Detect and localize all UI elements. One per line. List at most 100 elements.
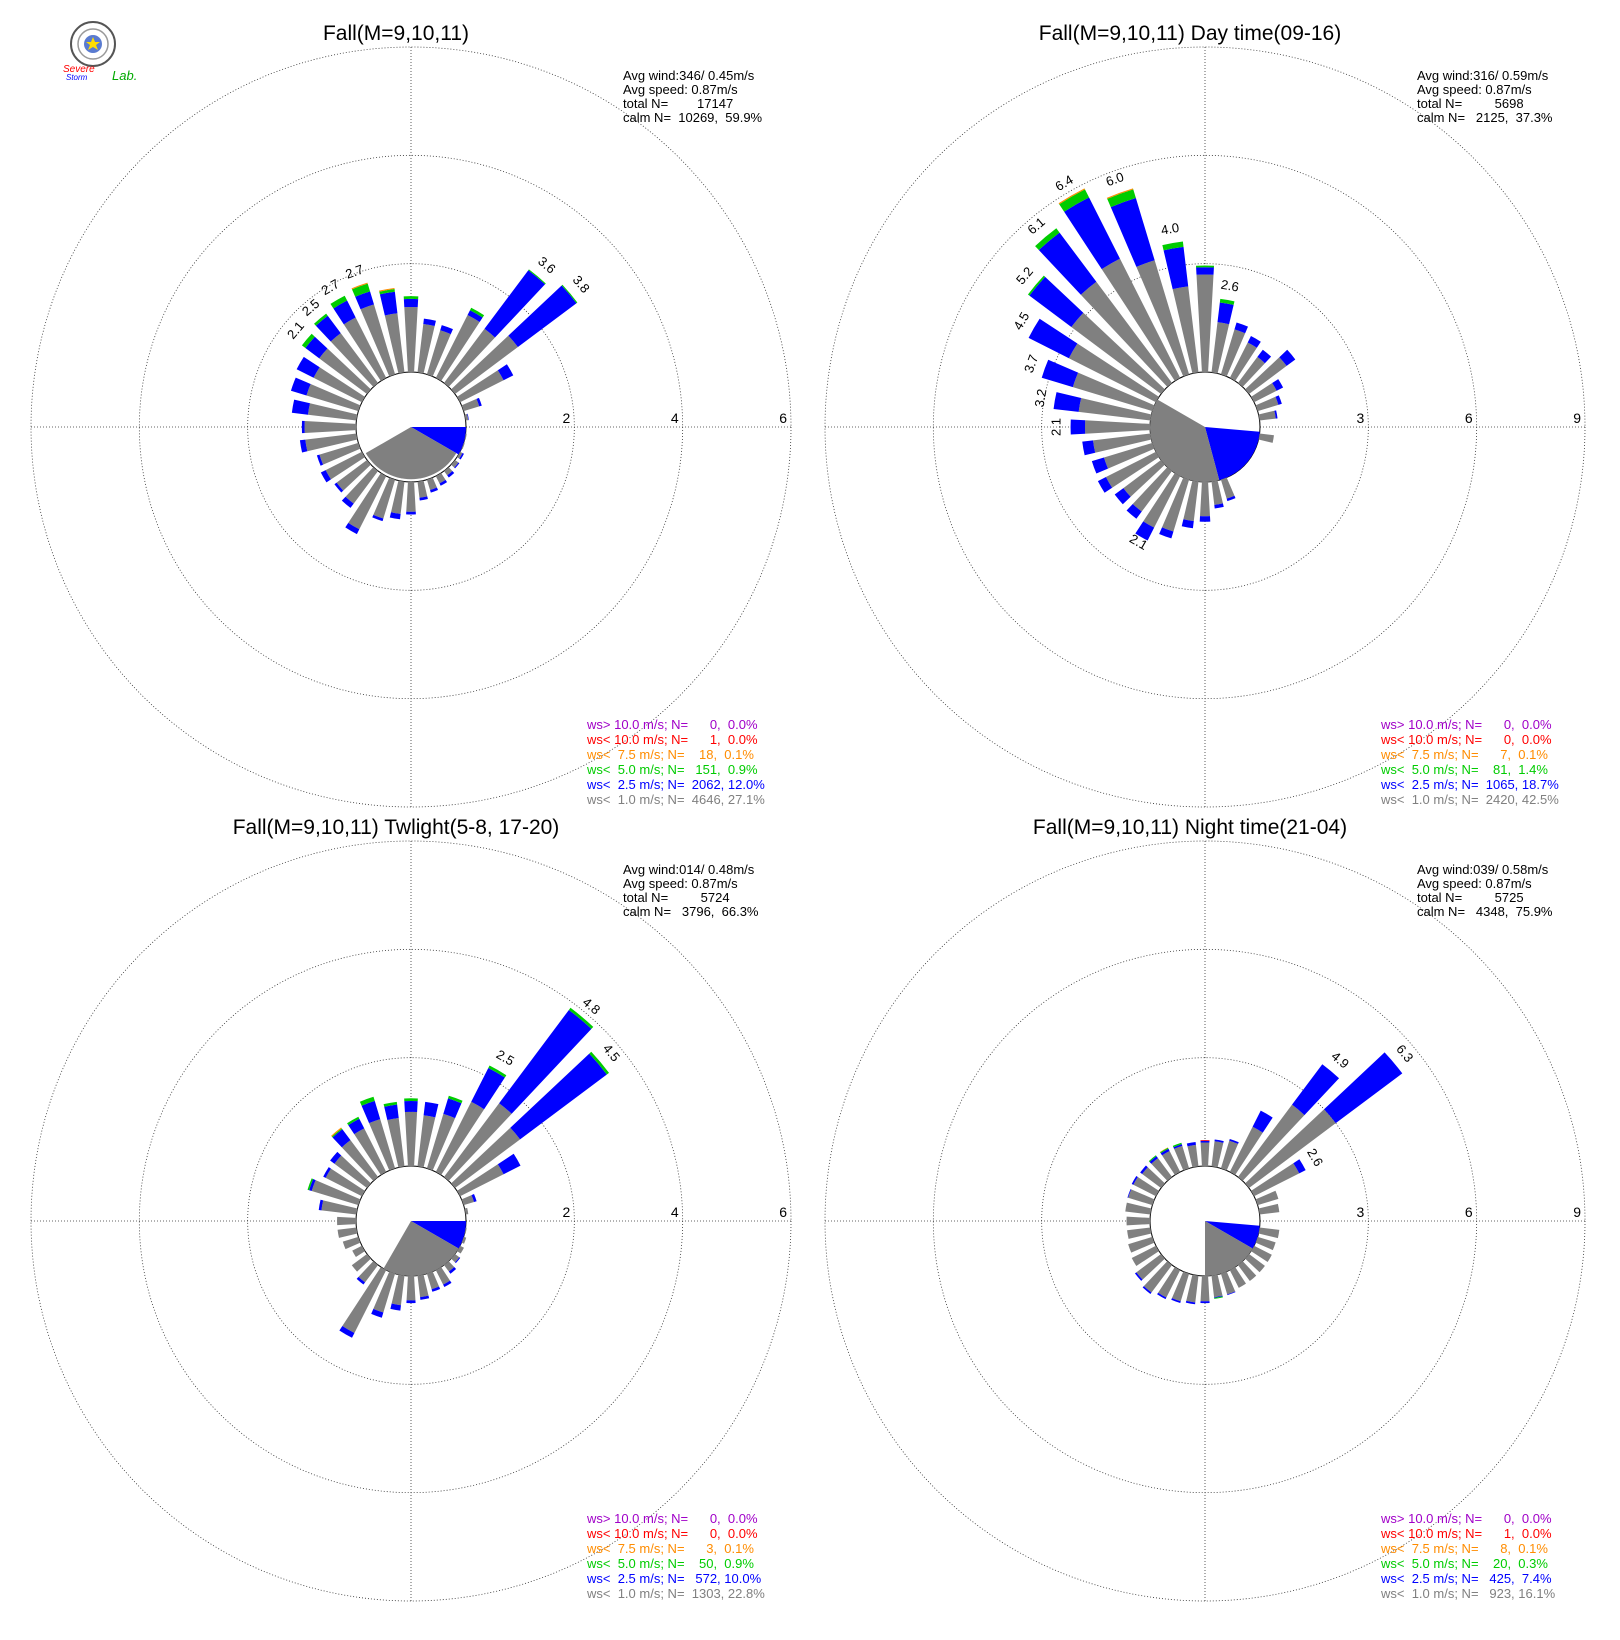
bar-segment-green xyxy=(488,1065,507,1078)
bar-segment-green xyxy=(1214,1296,1223,1299)
bar-segment-blue xyxy=(1038,232,1097,295)
bar-segment-gray xyxy=(1131,1245,1159,1266)
bar-segment-blue xyxy=(1214,1139,1224,1143)
bar-segment-gray xyxy=(1133,1177,1159,1197)
wind-sector-bar xyxy=(383,1101,405,1168)
bar-segment-gray xyxy=(457,1245,464,1254)
wind-sector-bar xyxy=(443,467,455,478)
bar-segment-blue xyxy=(301,420,305,434)
wind-sector-bar xyxy=(299,433,358,453)
bar-segment-green xyxy=(469,307,485,318)
bar-segment-gray xyxy=(404,1111,418,1167)
wind-sector-bar xyxy=(320,451,365,483)
bar-segment-gray xyxy=(406,481,416,512)
bar-segment-gray xyxy=(1187,1144,1199,1168)
wind-sector-bar: 2.1 xyxy=(284,318,371,395)
wind-sector-bar xyxy=(1126,1216,1151,1226)
wind-sector-bar xyxy=(1140,1165,1165,1189)
bar-segment-gray xyxy=(330,333,379,387)
ring-label: 6 xyxy=(1465,1204,1473,1220)
bar-segment-blue xyxy=(484,270,546,338)
logo-seal-star xyxy=(86,37,100,50)
bar-segment-blue xyxy=(1247,336,1261,348)
bar-segment-blue xyxy=(1185,1300,1196,1305)
panel-title: Fall(M=9,10,11) Twlight(5-8, 17-20) xyxy=(233,816,560,839)
bar-segment-gray xyxy=(1143,473,1181,528)
wind-sector-bar xyxy=(1255,1236,1276,1251)
bar-segment-gray xyxy=(443,328,495,387)
bar-segment-blue xyxy=(1126,503,1142,519)
bar-segment-green xyxy=(589,1051,610,1075)
bar-segment-blue xyxy=(315,315,341,342)
bar-value-label: 6.3 xyxy=(1393,1042,1416,1065)
bar-segment-blue xyxy=(1293,1159,1306,1174)
bar-segment-gray xyxy=(337,1216,357,1226)
bar-value-label: 2.1 xyxy=(284,318,307,341)
wind-sector-bar xyxy=(1172,1142,1190,1171)
bar-segment-red xyxy=(1200,1140,1210,1141)
bar-value-label: 2.1 xyxy=(1049,418,1064,436)
bar-segment-gray xyxy=(1132,467,1173,512)
bar-segment-gray xyxy=(354,1128,387,1175)
bar-segment-gray xyxy=(391,1274,405,1306)
bar-segment-gray xyxy=(1258,433,1274,443)
legend-entry: ws< 5.0 m/s; N= 151, 0.9% xyxy=(586,762,758,777)
bar-segment-gray xyxy=(443,1261,455,1272)
bar-segment-green xyxy=(379,289,395,295)
calm-wedge xyxy=(365,427,457,480)
bar-segment-gray xyxy=(417,480,428,498)
bar-segment-gray xyxy=(417,323,435,374)
bar-segment-blue xyxy=(1041,359,1079,388)
bar-segment-blue xyxy=(333,300,356,325)
bar-segment-blue xyxy=(459,453,464,460)
wind-sector-bar xyxy=(1255,395,1282,412)
bar-segment-blue xyxy=(443,1098,462,1119)
stats-line: total N= 5724 xyxy=(623,890,730,905)
bar-segment-blue xyxy=(1097,477,1113,493)
bar-segment-blue xyxy=(330,1151,342,1164)
bar-segment-blue xyxy=(471,1193,477,1202)
wind-sector-bar xyxy=(461,397,482,412)
wind-sector-bar xyxy=(351,1253,371,1272)
bar-segment-gray xyxy=(1255,1236,1276,1251)
bar-segment-gray xyxy=(1200,1142,1210,1167)
bar-segment-blue xyxy=(499,1009,592,1114)
wind-sector-bar xyxy=(301,420,357,434)
bar-segment-gray xyxy=(435,473,446,484)
wind-sector-bar: 2.7 xyxy=(319,276,387,381)
bar-segment-blue xyxy=(430,487,439,493)
bar-segment-gray xyxy=(336,459,371,491)
bar-segment-blue xyxy=(355,291,374,310)
stats-line: Avg speed: 0.87m/s xyxy=(1417,876,1532,891)
logo-text-severe: Severe xyxy=(63,64,95,75)
bar-segment-blue xyxy=(1053,392,1082,412)
wind-sector-bar xyxy=(435,307,485,381)
wind-sector-bar xyxy=(345,473,387,535)
bar-segment-gray xyxy=(1068,343,1159,403)
bar-segment-gray xyxy=(461,1195,475,1206)
wind-sector-bar: 2.6 xyxy=(1211,277,1240,374)
legend-entry: ws> 10.0 m/s; N= 0, 0.0% xyxy=(1380,1511,1552,1526)
bar-value-label: 2.5 xyxy=(494,1047,517,1069)
wind-sector-bar xyxy=(341,467,379,508)
bar-segment-blue xyxy=(320,470,331,483)
legend-entry: ws< 1.0 m/s; N= 923, 16.1% xyxy=(1380,1586,1556,1601)
bar-segment-blue xyxy=(372,514,384,522)
bar-segment-blue xyxy=(316,454,324,466)
bar-segment-blue xyxy=(1127,1189,1132,1198)
wind-sector-bar xyxy=(464,413,469,421)
bar-segment-blue xyxy=(406,511,416,515)
wind-sector-bar xyxy=(1131,1176,1159,1197)
wind-sector-bar: 3.2 xyxy=(1032,388,1152,421)
wind-sector-bar xyxy=(451,1253,461,1264)
bar-segment-blue xyxy=(1217,302,1234,325)
bar-value-label: 6.1 xyxy=(1024,214,1047,237)
bar-segment-gray xyxy=(1211,480,1223,505)
bar-segment-gray xyxy=(1125,1202,1152,1215)
wind-sector-bar xyxy=(342,1236,361,1250)
bar-segment-gray xyxy=(1183,480,1199,522)
stats-line: calm N= 10269, 59.9% xyxy=(623,110,763,125)
bar-segment-gray xyxy=(1105,451,1159,488)
wind-sector-bar xyxy=(291,399,358,421)
